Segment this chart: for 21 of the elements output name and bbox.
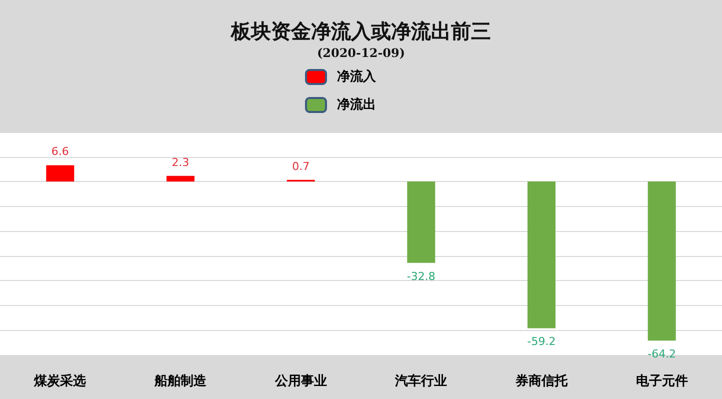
x-tick-label: 汽车行业 — [394, 373, 448, 389]
bar — [407, 182, 436, 263]
legend-label: 净流入 — [337, 68, 377, 84]
data-label: 0.7 — [292, 160, 310, 173]
legend-label: 净流出 — [337, 96, 376, 112]
data-label: -64.2 — [648, 348, 676, 361]
chart-title: 板块资金净流入或净流出前三 — [230, 19, 491, 43]
data-label: 2.3 — [172, 156, 190, 169]
x-tick-label: 电子元件 — [636, 374, 688, 389]
data-label: -59.2 — [527, 335, 556, 348]
x-tick-label: 公用事业 — [274, 374, 327, 389]
data-label: -32.8 — [406, 270, 436, 283]
x-tick-label: 煤炭采选 — [33, 373, 86, 389]
x-tick-label: 船舶制造 — [154, 374, 208, 389]
bar — [648, 182, 676, 341]
chart-subtitle: (2020-12-09) — [316, 46, 406, 60]
x-tick-label: 券商信托 — [514, 373, 568, 389]
data-label: 6.6 — [51, 145, 69, 158]
bar — [46, 165, 74, 182]
bar — [528, 182, 556, 328]
bar — [166, 176, 194, 182]
